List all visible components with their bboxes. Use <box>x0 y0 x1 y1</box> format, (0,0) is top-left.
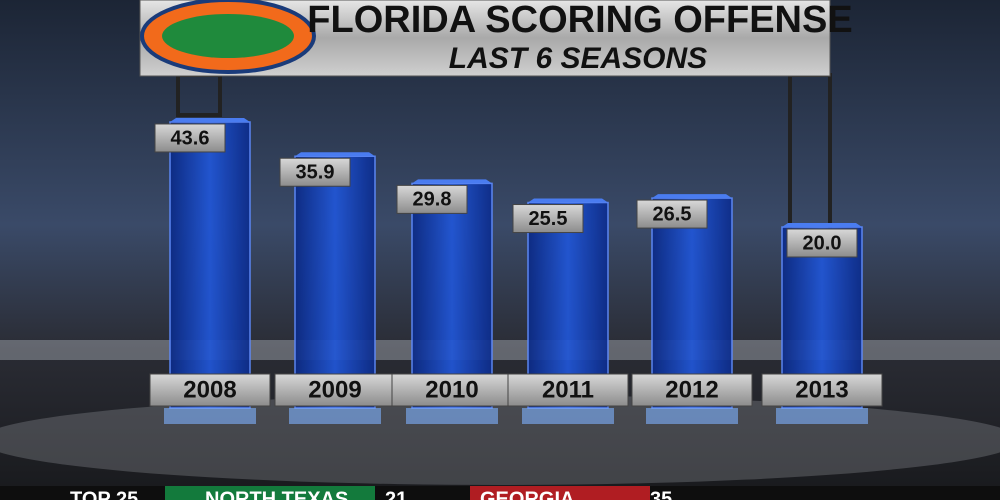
x-tick-label: 2013 <box>795 376 848 403</box>
value-label: 43.6 <box>171 127 210 149</box>
bar-top <box>170 117 250 122</box>
category-label-box <box>507 373 629 407</box>
value-label: 20.0 <box>803 232 842 254</box>
ticker-team-bg <box>470 486 650 500</box>
ticker-team: GEORGIA <box>480 488 574 500</box>
value-label: 26.5 <box>653 203 692 225</box>
value-label-box <box>786 228 858 258</box>
bar-top <box>412 179 492 184</box>
gator-logo <box>162 14 294 58</box>
category-label-box <box>274 373 396 407</box>
bar-glow <box>406 408 498 424</box>
value-label: 35.9 <box>296 162 335 184</box>
ticker-score: 21 <box>385 488 407 500</box>
value-label-box <box>512 204 584 234</box>
value-label-box <box>154 123 226 153</box>
x-tick-label: 2011 <box>542 376 594 403</box>
bar <box>169 121 251 409</box>
chart-subtitle: LAST 6 SEASONS <box>449 42 707 75</box>
bar-top <box>295 152 375 157</box>
bar-glow <box>776 408 868 424</box>
ticker-score: 35 <box>650 488 672 500</box>
value-label-box <box>636 199 708 229</box>
value-label-box <box>396 184 468 214</box>
bar <box>651 197 733 409</box>
bar-top <box>652 194 732 199</box>
value-label: 25.5 <box>529 208 568 230</box>
ticker-label: TOP 25 <box>70 488 138 500</box>
ticker-team: NORTH TEXAS <box>205 488 348 500</box>
value-label-box <box>279 157 351 187</box>
bar-glow <box>522 408 614 424</box>
x-tick-label: 2010 <box>425 376 478 403</box>
category-label-box <box>149 373 271 407</box>
bar <box>294 155 376 409</box>
ticker-team-bg <box>165 486 375 500</box>
bar-glow <box>646 408 738 424</box>
bar-glow <box>289 408 381 424</box>
bar-top <box>528 198 608 203</box>
chart-title: FLORIDA SCORING OFFENSE <box>307 0 852 41</box>
bar <box>411 182 493 409</box>
bar-glow <box>164 408 256 424</box>
x-tick-label: 2009 <box>308 376 361 403</box>
value-label: 29.8 <box>413 189 452 211</box>
category-label-box <box>761 373 883 407</box>
category-label-box <box>391 373 513 407</box>
category-label-box <box>631 373 753 407</box>
bar-top <box>782 223 862 227</box>
plot-area: 43.6 2008 35.9 2009 29.8 2010 25.5 2011 26.5 2012… <box>149 117 883 424</box>
x-tick-label: 2008 <box>183 376 236 403</box>
x-tick-label: 2012 <box>665 376 718 403</box>
